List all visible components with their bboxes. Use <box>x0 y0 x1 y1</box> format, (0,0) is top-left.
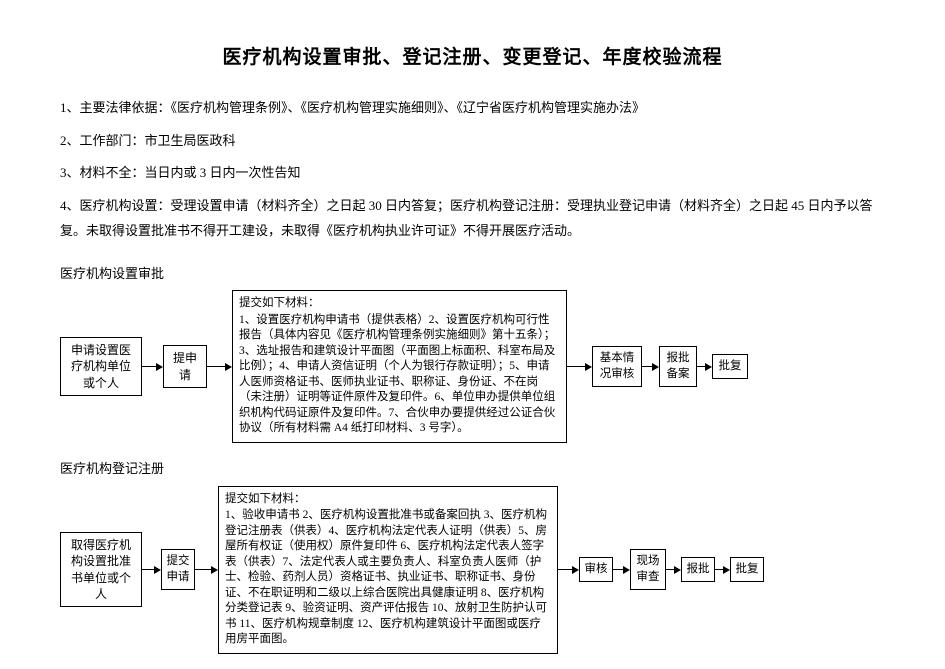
flow2-node-review: 审核 <box>579 557 613 583</box>
page-title: 医疗机构设置审批、登记注册、变更登记、年度校验流程 <box>60 40 885 76</box>
arrow-icon <box>613 566 630 574</box>
arrow-icon <box>142 566 161 574</box>
flow1-node-report: 报批备案 <box>659 346 697 387</box>
flow2-row: 取得医疗机构设置批准书单位或个人 提交申请 提交如下材料： 1、验收申请书 2、… <box>60 486 885 654</box>
flow1-node-applicant: 申请设置医疗机构单位或个人 <box>60 337 142 396</box>
para-department: 2、工作部门：市卫生局医政科 <box>60 129 885 154</box>
flow2-node-applicant: 取得医疗机构设置批准书单位或个人 <box>60 532 142 607</box>
flow1-materials-header: 提交如下材料： <box>239 296 560 312</box>
arrow-icon <box>697 363 712 371</box>
flow1-label: 医疗机构设置审批 <box>60 262 885 287</box>
para-legal-basis: 1、主要法律依据：《医疗机构管理条例》、《医疗机构管理实施细则》、《辽宁省医疗机… <box>60 96 885 121</box>
flow1-row: 申请设置医疗机构单位或个人 提申请 提交如下材料： 1、设置医疗机构申请书（提供… <box>60 290 885 443</box>
flow2-label: 医疗机构登记注册 <box>60 457 885 482</box>
arrow-icon <box>715 566 730 574</box>
flowchart-registration: 医疗机构登记注册 取得医疗机构设置批准书单位或个人 提交申请 提交如下材料： 1… <box>60 457 885 654</box>
flow2-node-approve: 批复 <box>730 557 764 583</box>
flow1-materials-body: 1、设置医疗机构申请书（提供表格）2、设置医疗机构可行性报告（具体内容见《医疗机… <box>239 313 560 437</box>
arrow-icon <box>558 566 579 574</box>
arrow-icon <box>666 566 681 574</box>
arrow-icon <box>195 566 218 574</box>
flow2-node-onsite: 现场审查 <box>630 549 666 590</box>
arrow-icon <box>567 363 592 371</box>
arrow-icon <box>642 363 659 371</box>
flow1-node-apply: 提申请 <box>163 345 207 387</box>
flow2-node-report: 报批 <box>681 557 715 583</box>
para-incomplete-materials: 3、材料不全：当日内或 3 日内一次性告知 <box>60 161 885 186</box>
flow2-node-materials: 提交如下材料： 1、验收申请书 2、医疗机构设置批准书或备案回执 3、医疗机构登… <box>218 486 558 654</box>
flow1-node-approve: 批复 <box>712 354 748 380</box>
flow2-materials-header: 提交如下材料： <box>225 492 551 508</box>
para-timeline: 4、医疗机构设置：受理设置申请（材料齐全）之日起 30 日内答复；医疗机构登记注… <box>60 194 885 243</box>
arrow-icon <box>142 363 163 371</box>
arrow-icon <box>207 363 232 371</box>
flowchart-approval: 医疗机构设置审批 申请设置医疗机构单位或个人 提申请 提交如下材料： 1、设置医… <box>60 262 885 443</box>
flow1-node-review: 基本情况审核 <box>592 346 642 387</box>
flow2-materials-body: 1、验收申请书 2、医疗机构设置批准书或备案回执 3、医疗机构登记注册表（供表）… <box>225 508 551 648</box>
flow1-node-materials: 提交如下材料： 1、设置医疗机构申请书（提供表格）2、设置医疗机构可行性报告（具… <box>232 290 567 443</box>
flow2-node-submit: 提交申请 <box>161 549 195 590</box>
